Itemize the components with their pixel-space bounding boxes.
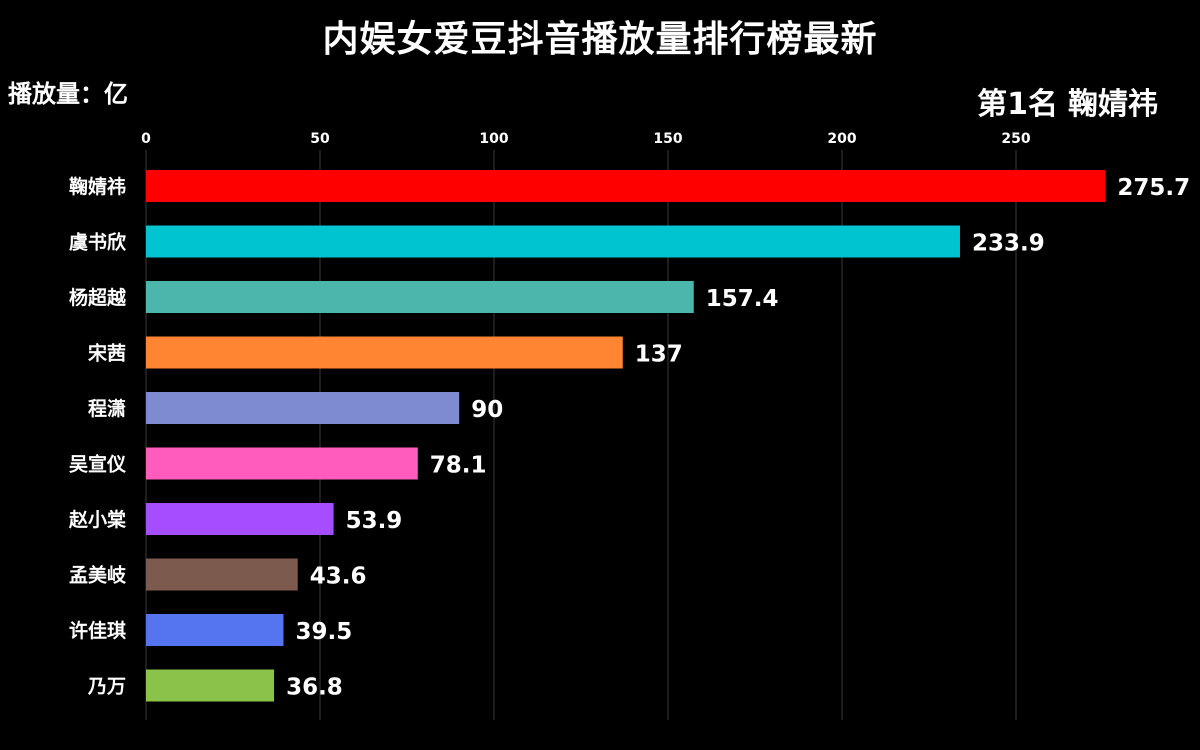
- chart-title: 内娱女爱豆抖音播放量排行榜最新: [322, 19, 878, 60]
- x-tick-label: 100: [479, 131, 508, 147]
- x-tick-label: 50: [310, 131, 330, 147]
- bar: [146, 669, 275, 702]
- bar: [146, 170, 1106, 202]
- category-label: 程潇: [88, 398, 126, 420]
- value-label: 157.4: [706, 286, 779, 312]
- bar: [146, 336, 623, 369]
- category-label: 虞书欣: [69, 231, 127, 254]
- bar: [146, 447, 418, 480]
- value-label: 53.9: [346, 508, 403, 534]
- value-label: 36.8: [286, 675, 343, 701]
- value-label: 78.1: [430, 453, 487, 479]
- category-label: 宋茜: [87, 342, 126, 365]
- bar: [146, 392, 460, 424]
- value-label: 137: [635, 342, 683, 368]
- bar: [146, 503, 334, 535]
- rank-name: 鞠婧祎: [1068, 87, 1158, 122]
- category-label: 鞠婧祎: [69, 175, 126, 198]
- value-label: 43.6: [310, 564, 367, 590]
- category-label: 吴宣仪: [69, 453, 127, 476]
- bar: [146, 558, 298, 591]
- x-tick-label: 150: [653, 131, 682, 147]
- x-tick-label: 250: [1001, 131, 1030, 147]
- value-label: 90: [471, 397, 503, 423]
- category-label: 乃万: [87, 676, 126, 698]
- value-label: 233.9: [972, 231, 1045, 257]
- rank-label: 第1名 鞠婧祎: [977, 79, 1158, 123]
- category-label: 赵小棠: [68, 508, 127, 531]
- bar: [146, 281, 694, 313]
- bar: [146, 225, 960, 258]
- bar: [146, 614, 284, 646]
- category-label: 杨超越: [69, 286, 127, 309]
- category-label: 孟美岐: [69, 564, 127, 587]
- category-label: 许佳琪: [69, 619, 126, 642]
- value-label: 39.5: [295, 619, 352, 645]
- value-label: 275.7: [1117, 175, 1190, 201]
- unit-label: 播放量：亿: [8, 80, 128, 108]
- x-tick-label: 0: [141, 131, 151, 147]
- rank-number: 第1名: [977, 87, 1058, 122]
- x-tick-label: 200: [827, 131, 856, 147]
